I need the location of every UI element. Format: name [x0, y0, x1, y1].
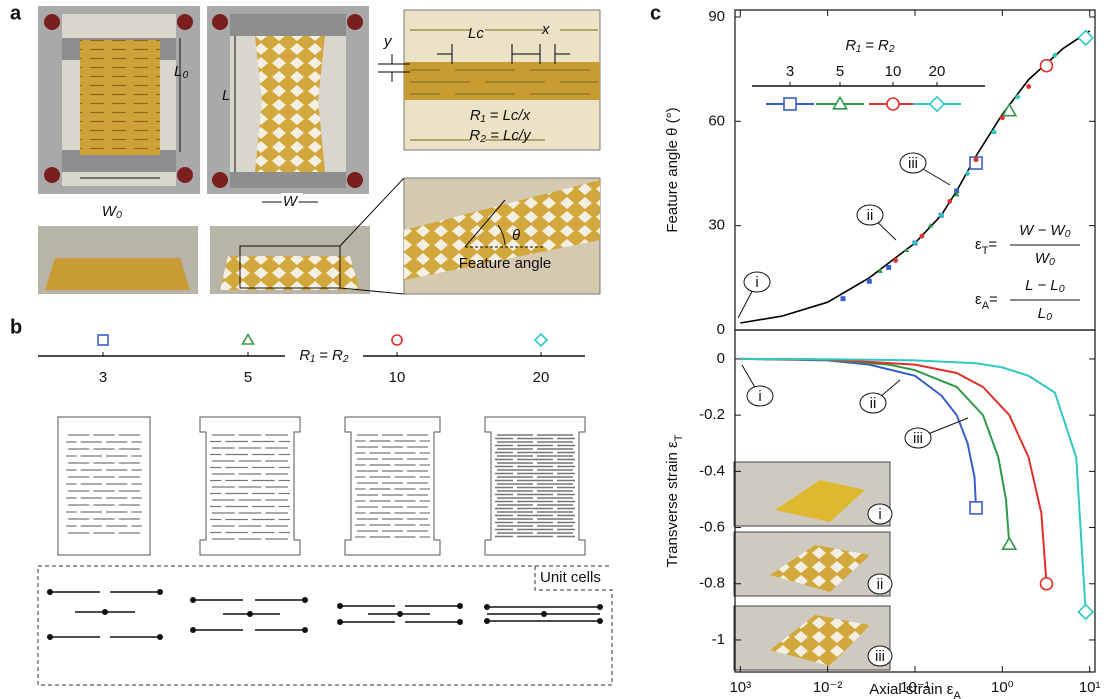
inset-photos [734, 462, 890, 670]
legend-marker [930, 97, 944, 111]
legend-title: R₁ = R₂ [845, 37, 894, 54]
legend-label: 5 [836, 63, 844, 80]
end-marker [970, 502, 982, 514]
feature-angle-label: Feature angle [459, 255, 552, 272]
dim-label: W [283, 193, 299, 210]
ratio-marker [535, 334, 547, 346]
ratio-label: 10 [389, 369, 406, 386]
y-tick-label: 0 [717, 350, 725, 367]
panel-label: a [10, 2, 22, 24]
data-point [1026, 84, 1030, 88]
text-part: Axial strain ε [869, 681, 954, 698]
equation-numerator: L − L₀ [1025, 277, 1065, 294]
end-marker [1079, 605, 1093, 619]
dim-label: W₀ [102, 203, 122, 220]
legend-label: 10 [885, 63, 902, 80]
ratio-marker [392, 335, 402, 345]
legend-marker [887, 98, 899, 110]
annotation-label: i [758, 388, 761, 405]
angle-label: θ [512, 227, 520, 244]
data-point [920, 234, 924, 238]
unit-cells-label: Unit cells [540, 569, 601, 586]
dim-label: y [383, 33, 393, 50]
unit-cells [38, 566, 612, 685]
x-tick-label: 10³ [729, 679, 751, 696]
equation-numerator: W − W₀ [1019, 222, 1071, 239]
y-axis-label: Transverse strain εT [664, 434, 685, 567]
y-tick-label: -0.6 [699, 519, 725, 536]
y-tick-label: 60 [708, 112, 725, 129]
dim-label: L [222, 87, 230, 104]
end-marker [1079, 31, 1093, 45]
y-tick-label: -0.2 [699, 406, 725, 423]
legend-label: 3 [786, 63, 794, 80]
ratio-label: 20 [533, 369, 550, 386]
y-tick-label: -0.8 [699, 575, 725, 592]
ratio-label: 5 [244, 369, 252, 386]
y-tick-label: 30 [708, 217, 725, 234]
figure: a b c L₀ W₀ L W Lc x y R₁ = Lc/x R₂ = Lc/y θ Feature … [0, 0, 1108, 699]
annotation-label: iii [913, 430, 923, 447]
data-point [886, 265, 890, 269]
equation-denominator: L₀ [1038, 305, 1053, 322]
ratio-marker [243, 335, 254, 345]
data-point [1000, 116, 1004, 120]
subscript: T [673, 434, 685, 441]
text-part: = [988, 236, 997, 253]
x-tick-label: 10⁰ [991, 679, 1014, 696]
end-marker [1040, 578, 1052, 590]
y-tick-label: 0 [717, 321, 725, 338]
data-point [974, 157, 978, 161]
ratio-marker [98, 335, 108, 345]
photo-initial [38, 6, 200, 194]
legend-title: R₁ = R₂ [299, 347, 348, 364]
data-point [948, 199, 952, 203]
legend-marker [784, 98, 796, 110]
data-point [893, 258, 897, 262]
y-tick-label: 90 [708, 8, 725, 25]
annotation-label: iii [908, 155, 918, 172]
panel-label: c [650, 2, 661, 24]
annotation-label: ii [867, 207, 874, 224]
text-part: = [989, 291, 998, 308]
y-tick-label: -1 [712, 631, 725, 648]
equation-lhs: εT= [975, 236, 997, 257]
dim-label: x [541, 21, 550, 38]
ratio-definition: R₁ = Lc/x [470, 107, 531, 124]
x-tick-label: 10⁻² [813, 679, 843, 696]
equation-lhs: εA= [975, 291, 998, 312]
data-point [841, 296, 845, 300]
inset-label: i [878, 506, 881, 523]
annotation-label: i [755, 274, 758, 291]
dim-label: L₀ [174, 63, 189, 80]
ratio-definition: R₂ = Lc/y [469, 127, 532, 144]
ratio-label: 3 [99, 369, 107, 386]
inset-label: iii [875, 648, 885, 665]
subscript: A [953, 690, 961, 699]
text-part: Transverse strain ε [664, 441, 681, 567]
x-axis-label: Axial strain εA [869, 681, 961, 699]
equation-denominator: W₀ [1035, 250, 1055, 267]
x-tick-label: 10¹ [1079, 679, 1101, 696]
data-point [867, 279, 871, 283]
inset-label: ii [877, 576, 884, 593]
dim-label: Lc [468, 25, 484, 42]
photo-stretched [207, 6, 369, 194]
annotation-label: ii [870, 395, 877, 412]
end-marker [1040, 60, 1052, 72]
panel-label: b [10, 316, 22, 338]
legend-label: 20 [929, 63, 946, 80]
y-tick-label: -0.4 [699, 462, 725, 479]
end-marker [1003, 538, 1016, 549]
y-axis-label: Feature angle θ (°) [664, 107, 681, 232]
